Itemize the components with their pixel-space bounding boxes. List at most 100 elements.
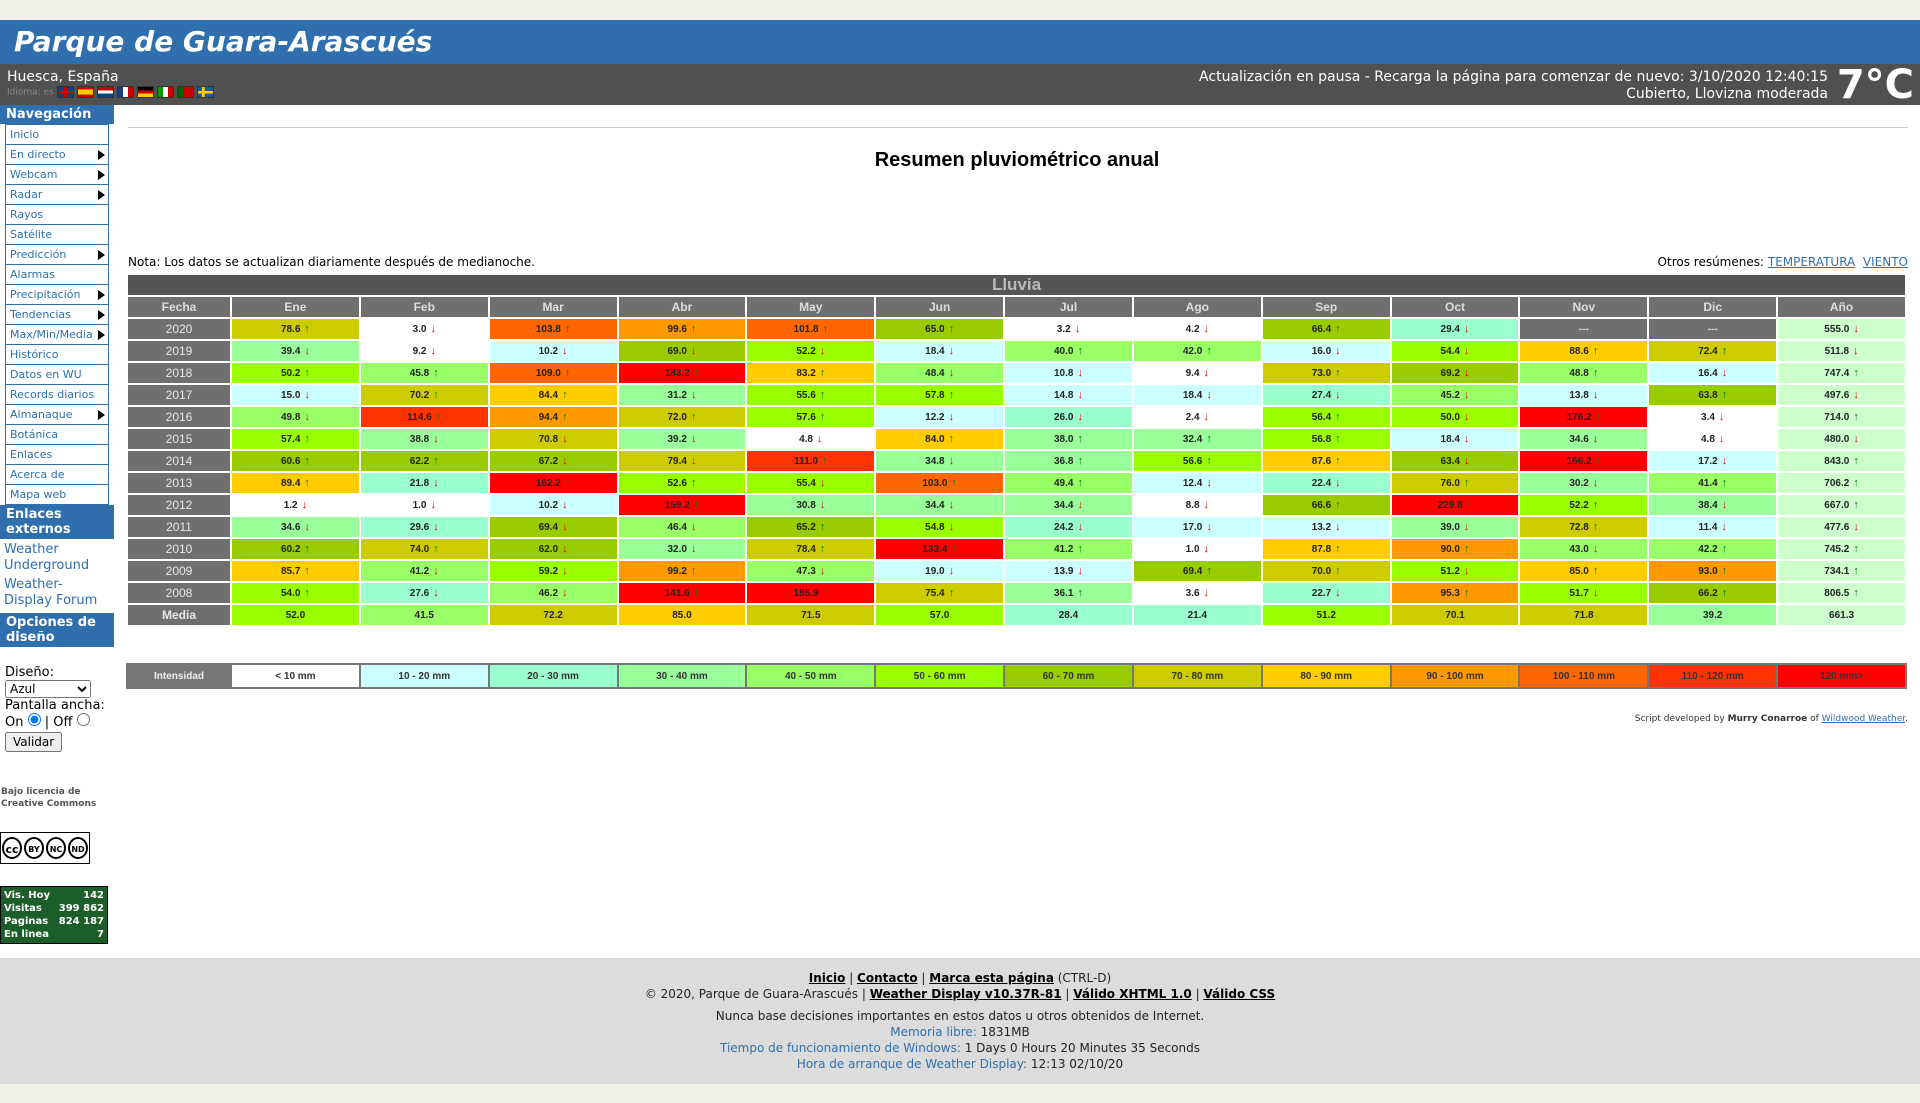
arrow-up-icon: ↑ — [304, 455, 310, 467]
rain-cell: 18.4 ↓ — [1391, 429, 1519, 449]
arrow-down-icon: ↓ — [1335, 389, 1341, 401]
rain-value: 114.6 — [407, 412, 432, 423]
weather-underground-link[interactable]: Weather Underground — [4, 542, 90, 573]
nav-item-label: En directo — [10, 148, 66, 161]
nav-item[interactable]: Predicción — [6, 245, 108, 265]
nav-item[interactable]: Mapa web — [6, 485, 108, 504]
arrow-up-icon: ↑ — [304, 543, 310, 555]
nav-item[interactable]: Webcam — [6, 165, 108, 185]
spain-flag-icon[interactable] — [76, 86, 94, 98]
wildwood-weather-link[interactable]: Wildwood Weather — [1821, 714, 1906, 724]
xhtml-valid-link[interactable]: Válido XHTML 1.0 — [1073, 987, 1192, 1001]
rain-cell: 85.7 ↑ — [232, 561, 359, 581]
site-title[interactable]: Parque de Guara-Arascués — [14, 25, 433, 58]
nav-item[interactable]: Rayos — [6, 205, 108, 225]
arrow-up-icon: ↑ — [1077, 477, 1083, 489]
nav-item[interactable]: Acerca de — [6, 465, 108, 485]
arrow-up-icon: ↑ — [693, 367, 700, 379]
arrow-down-icon: ↓ — [1077, 565, 1083, 577]
rain-cell: 34.4 ↓ — [876, 495, 1004, 515]
rain-value: 31.2 — [667, 390, 687, 401]
rain-value: 18.4 — [1440, 434, 1460, 445]
creative-commons-badge[interactable]: cc BY NC ND — [0, 832, 90, 864]
arrow-up-icon: ↑ — [1721, 389, 1728, 401]
nav-item[interactable]: Satélite — [6, 225, 108, 245]
rain-value: 54.4 — [1440, 346, 1460, 357]
nav-item[interactable]: Max/Min/Media — [6, 325, 108, 345]
rain-cell: 34.6 ↓ — [232, 517, 359, 537]
arrow-up-icon: ↑ — [1464, 477, 1470, 489]
arrow-up-icon: ↑ — [1206, 433, 1212, 445]
rain-value: 38.8 — [409, 434, 430, 445]
rain-cell: 141.6 ↑ — [618, 583, 746, 603]
year-cell: 2019 — [128, 341, 230, 361]
germany-flag-icon[interactable] — [136, 86, 154, 98]
rain-cell: 166.2 ↑ — [1520, 451, 1648, 471]
arrow-right-icon — [98, 410, 105, 420]
arrow-down-icon: ↓ — [1464, 367, 1470, 379]
nav-item[interactable]: Records diarios — [6, 385, 108, 405]
wide-on-radio[interactable] — [27, 713, 41, 726]
start-time-value: 12:13 02/10/20 — [1030, 1057, 1124, 1071]
rain-value: 59.2 — [538, 566, 559, 577]
nav-item[interactable]: Tendencias — [6, 305, 108, 325]
validate-button[interactable]: Validar — [5, 732, 63, 752]
nav-item[interactable]: Datos en WU — [6, 365, 108, 385]
weather-display-forum-link[interactable]: Weather-Display Forum — [4, 577, 98, 608]
current-temperature: 7°C — [1836, 62, 1914, 108]
rain-cell: 3.6 ↓ — [1133, 583, 1261, 603]
arrow-down-icon: ↓ — [1464, 389, 1470, 401]
counter-value: 399 862 — [58, 903, 104, 914]
nav-item-label: Botánica — [10, 428, 59, 441]
legend-swatch: 120 mm> — [1778, 665, 1905, 687]
rain-value: 56.4 — [1311, 412, 1332, 423]
column-header: Ene — [232, 297, 359, 317]
nav-item[interactable]: Radar — [6, 185, 108, 205]
temperature-summary-link[interactable]: TEMPERATURA — [1767, 255, 1856, 269]
year-total-cell: 843.0 ↑ — [1778, 451, 1905, 471]
footer-home-link[interactable]: Inicio — [808, 971, 846, 985]
rain-cell: 69.4 ↑ — [1133, 561, 1261, 581]
nav-item[interactable]: Histórico — [6, 345, 108, 365]
portugal-flag-icon[interactable] — [176, 86, 194, 98]
column-header: Jul — [1005, 297, 1132, 317]
rain-cell: 183.2 ↑ — [618, 363, 746, 383]
nav-item[interactable]: En directo — [6, 145, 108, 165]
nav-item[interactable]: Precipitación — [6, 285, 108, 305]
nav-item-label: Inicio — [10, 128, 40, 141]
sweden-flag-icon[interactable] — [196, 86, 214, 98]
rain-value: 54.0 — [280, 588, 301, 599]
arrow-down-icon: ↓ — [1077, 499, 1083, 511]
netherlands-flag-icon[interactable] — [96, 86, 114, 98]
rain-value: 93.0 — [1698, 566, 1718, 577]
rain-cell: 48.4 ↓ — [876, 363, 1004, 383]
year-cell: 2013 — [128, 473, 230, 493]
rain-value: 133.4 — [922, 544, 948, 555]
arrow-up-icon: ↑ — [1592, 367, 1599, 379]
year-cell: 2014 — [128, 451, 230, 471]
nav-item[interactable]: Botánica — [6, 425, 108, 445]
france-flag-icon[interactable] — [116, 86, 134, 98]
italy-flag-icon[interactable] — [156, 86, 174, 98]
rain-cell: 54.0 ↑ — [232, 583, 359, 603]
rain-cell: 84.0 ↑ — [876, 429, 1004, 449]
uk-flag-icon[interactable] — [56, 86, 74, 98]
weather-display-link[interactable]: Weather Display v10.37R-81 — [869, 987, 1062, 1001]
rain-cell: 52.2 ↓ — [747, 341, 875, 361]
rain-value: 85.7 — [280, 566, 301, 577]
design-select[interactable]: Azul — [5, 680, 91, 698]
nav-item-label: Rayos — [10, 208, 44, 221]
wide-off-radio[interactable] — [76, 713, 90, 726]
footer-contact-link[interactable]: Contacto — [857, 971, 918, 985]
nav-item[interactable]: Inicio — [6, 125, 108, 145]
nav-item[interactable]: Enlaces — [6, 445, 108, 465]
year-total-cell: 734.1 ↑ — [1778, 561, 1905, 581]
rain-value: 32.0 — [667, 544, 687, 555]
arrow-right-icon — [98, 290, 105, 300]
footer-bookmark-link[interactable]: Marca esta página — [929, 971, 1054, 985]
wind-summary-link[interactable]: VIENTO — [1862, 255, 1908, 269]
css-valid-link[interactable]: Válido CSS — [1203, 987, 1276, 1001]
nav-item[interactable]: Alarmas — [6, 265, 108, 285]
rain-value: 60.2 — [280, 544, 301, 555]
nav-item[interactable]: Almanaque — [6, 405, 108, 425]
